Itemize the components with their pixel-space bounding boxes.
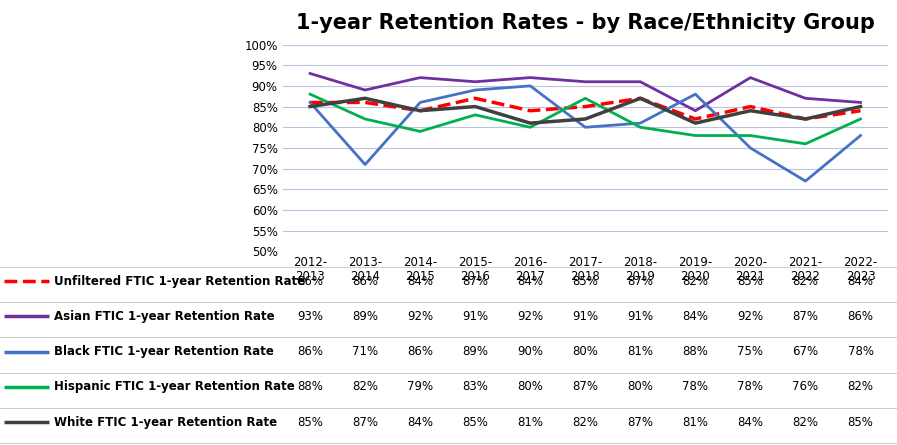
Text: 76%: 76% <box>792 380 819 393</box>
Text: 82%: 82% <box>353 380 379 393</box>
Text: 85%: 85% <box>737 275 763 287</box>
Text: 91%: 91% <box>462 310 488 323</box>
Text: 86%: 86% <box>848 310 874 323</box>
Text: 82%: 82% <box>848 380 874 393</box>
Text: 90%: 90% <box>518 345 544 358</box>
Text: 78%: 78% <box>683 380 709 393</box>
Text: 86%: 86% <box>407 345 433 358</box>
Text: 1-year Retention Rates - by Race/Ethnicity Group: 1-year Retention Rates - by Race/Ethnici… <box>296 13 875 33</box>
Text: 82%: 82% <box>683 275 709 287</box>
Text: Unfiltered FTIC 1-year Retention Rate: Unfiltered FTIC 1-year Retention Rate <box>54 275 305 287</box>
Text: 84%: 84% <box>683 310 709 323</box>
Text: 87%: 87% <box>462 275 488 287</box>
Text: 87%: 87% <box>627 416 653 429</box>
Text: 89%: 89% <box>462 345 488 358</box>
Text: 85%: 85% <box>462 416 488 429</box>
Text: 91%: 91% <box>627 310 653 323</box>
Text: Hispanic FTIC 1-year Retention Rate: Hispanic FTIC 1-year Retention Rate <box>54 380 294 393</box>
Text: 86%: 86% <box>297 275 323 287</box>
Text: 78%: 78% <box>848 345 874 358</box>
Text: 84%: 84% <box>407 416 433 429</box>
Text: 87%: 87% <box>353 416 379 429</box>
Text: 75%: 75% <box>737 345 763 358</box>
Text: 67%: 67% <box>792 345 819 358</box>
Text: 81%: 81% <box>627 345 653 358</box>
Text: 91%: 91% <box>572 310 598 323</box>
Text: 92%: 92% <box>518 310 544 323</box>
Text: 84%: 84% <box>848 275 874 287</box>
Text: Black FTIC 1-year Retention Rate: Black FTIC 1-year Retention Rate <box>54 345 274 358</box>
Text: 81%: 81% <box>683 416 709 429</box>
Text: 86%: 86% <box>353 275 379 287</box>
Text: 93%: 93% <box>297 310 323 323</box>
Text: White FTIC 1-year Retention Rate: White FTIC 1-year Retention Rate <box>54 416 277 429</box>
Text: 82%: 82% <box>792 275 818 287</box>
Text: 84%: 84% <box>518 275 544 287</box>
Text: 84%: 84% <box>737 416 763 429</box>
Text: 86%: 86% <box>297 345 323 358</box>
Text: 87%: 87% <box>572 380 598 393</box>
Text: 92%: 92% <box>737 310 763 323</box>
Text: 71%: 71% <box>352 345 379 358</box>
Text: 85%: 85% <box>848 416 874 429</box>
Text: 92%: 92% <box>407 310 433 323</box>
Text: 82%: 82% <box>792 416 818 429</box>
Text: 87%: 87% <box>792 310 818 323</box>
Text: 80%: 80% <box>627 380 653 393</box>
Text: 82%: 82% <box>572 416 598 429</box>
Text: 81%: 81% <box>518 416 544 429</box>
Text: 85%: 85% <box>572 275 598 287</box>
Text: Asian FTIC 1-year Retention Rate: Asian FTIC 1-year Retention Rate <box>54 310 274 323</box>
Text: 79%: 79% <box>407 380 433 393</box>
Text: 87%: 87% <box>627 275 653 287</box>
Text: 84%: 84% <box>407 275 433 287</box>
Text: 78%: 78% <box>737 380 763 393</box>
Text: 88%: 88% <box>683 345 709 358</box>
Text: 80%: 80% <box>518 380 544 393</box>
Text: 80%: 80% <box>572 345 598 358</box>
Text: 89%: 89% <box>353 310 379 323</box>
Text: 83%: 83% <box>462 380 488 393</box>
Text: 85%: 85% <box>297 416 323 429</box>
Text: 88%: 88% <box>297 380 323 393</box>
